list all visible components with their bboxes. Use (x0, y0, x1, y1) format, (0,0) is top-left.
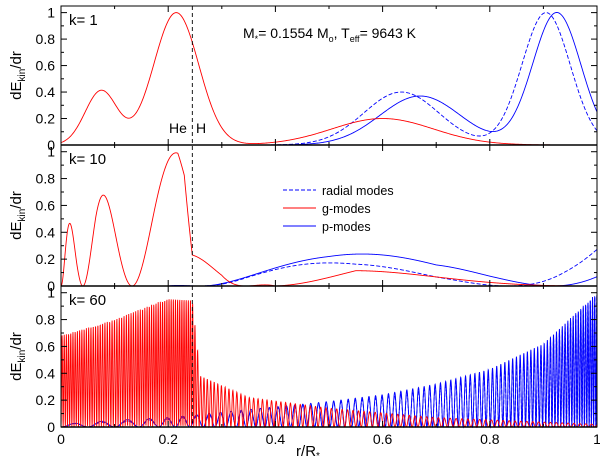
x-tick-label: 0 (57, 431, 65, 447)
x-tick-label: 1 (593, 431, 600, 447)
y-tick-label-panel-1: 0 (47, 137, 55, 153)
model-teff-symbol: , T (334, 25, 351, 41)
y-tick-label-panel-1: 0.8 (36, 31, 56, 47)
y-tick-label-panel-2: 0.2 (36, 251, 56, 267)
y-tick-label-panel-3: 0.6 (36, 338, 56, 354)
y-tick-label-panel-3: 1 (47, 285, 55, 301)
y-label-main: dE (8, 81, 25, 99)
legend: radial modes g-modes p-modes (283, 184, 394, 234)
h-label: H (196, 120, 206, 136)
y-tick-label-panel-3: 0.4 (36, 365, 56, 381)
y-tick-label-panel-2: 1 (47, 144, 55, 160)
y-label-main: dE (8, 221, 25, 239)
x-axis-label: r/R* (296, 443, 320, 462)
y-tick-label-panel-2: 0.8 (36, 171, 56, 187)
y-label-sub: kin (17, 350, 28, 363)
panel-label-1: k= 1 (69, 12, 98, 29)
x-tick-label: 0.6 (373, 431, 393, 447)
panel-frame-1 (60, 5, 598, 146)
series-radial-modes-panel-1 (61, 12, 598, 146)
y-tick-label-panel-3: 0.8 (36, 312, 56, 328)
y-tick-label-panel-1: 0.6 (36, 58, 56, 74)
y-label-rest: /dr (8, 51, 25, 69)
model-mass-symbol: M (243, 25, 255, 41)
he-label: He (169, 120, 187, 136)
panel-label-3: k= 60 (69, 292, 106, 309)
y-tick-label-panel-2: 0 (47, 278, 55, 294)
legend-label-pmodes: p-modes (322, 220, 371, 234)
series-g-modes-panel-1 (60, 12, 597, 146)
panel-2: 0 0.2 0.4 0.6 0.8 1 k= 10 dEkin/dr (8, 144, 598, 294)
y-tick-label-panel-1: 1 (47, 5, 55, 21)
y-label-main: dE (8, 362, 25, 380)
model-mass-value: = 0.1554 M (258, 25, 328, 41)
y-axis-label-panel-1: dEkin/dr (8, 51, 28, 100)
model-mass-sub: * (255, 34, 259, 44)
y-label-rest: /dr (8, 332, 25, 350)
y-label-sub: kin (17, 209, 28, 222)
y-tick-label-panel-1: 0.2 (36, 111, 56, 127)
panel-label-2: k= 10 (69, 151, 106, 168)
model-annotation: M*= 0.1554 Mo, Teff= 9643 K (243, 25, 417, 44)
legend-label-radial: radial modes (322, 184, 394, 198)
series-p-modes-panel-1 (61, 12, 598, 146)
y-label-sub: kin (17, 69, 28, 82)
model-teff-sub: eff (350, 34, 360, 44)
x-axis-label-sub: * (316, 451, 320, 462)
y-axis-label-panel-2: dEkin/dr (8, 191, 28, 240)
y-axis-label-panel-3: dEkin/dr (8, 332, 28, 381)
panels-layer: 00.20.40.60.81 k= 1dEkin/dr00.20.40.60.81… (8, 5, 600, 447)
x-tick-label: 0.4 (266, 431, 286, 447)
model-teff-value: = 9643 K (360, 25, 417, 41)
panel-3: 0 0.2 0.4 0.6 0.8 1 k= 60 dEkin/dr (8, 285, 598, 435)
y-tick-label-panel-3: 0.2 (36, 392, 56, 408)
x-tick-label: 0.8 (480, 431, 500, 447)
series-g-modes-panel-2 (60, 152, 597, 287)
svg-text:M*= 0.1554 Mo, Teff= 9643 K: M*= 0.1554 Mo, Teff= 9643 K (243, 25, 417, 44)
y-tick-label-panel-1: 0.4 (36, 84, 56, 100)
y-label-rest: /dr (8, 191, 25, 209)
y-tick-label-panel-3: 0 (47, 419, 55, 435)
model-solar-sub: o (329, 34, 334, 44)
panel-frame-3 (60, 285, 598, 428)
x-tick-label: 0.2 (158, 431, 178, 447)
legend-label-gmodes: g-modes (322, 202, 371, 216)
y-tick-label-panel-2: 0.6 (36, 197, 56, 213)
y-tick-label-panel-2: 0.4 (36, 224, 56, 240)
x-axis-label-main: r/R (296, 443, 316, 460)
